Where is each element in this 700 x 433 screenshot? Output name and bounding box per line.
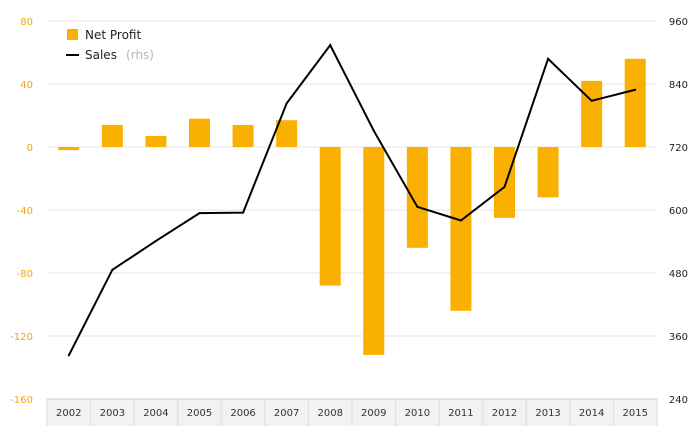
bar-net-profit-2005: [189, 118, 210, 147]
sales-point-2007: [285, 102, 288, 105]
x-tick-label: 2008: [317, 408, 342, 419]
legend-label-sales-suffix: (rhs): [126, 48, 154, 62]
x-tick-label: 2015: [622, 408, 647, 419]
net-profit-bars: [58, 58, 646, 355]
sales-point-2013: [547, 57, 550, 60]
y-axis-left-ticks: 80 40 0 -40 -80 -120 -160: [10, 17, 33, 406]
y-left-tick-label: 40: [20, 80, 33, 91]
legend-swatch-net-profit: [67, 29, 78, 40]
sales-point-2004: [154, 239, 157, 242]
y-left-tick-label: -80: [17, 269, 33, 280]
y-right-tick-label: 600: [669, 206, 688, 217]
x-tick-label: 2013: [535, 408, 560, 419]
sales-point-2008: [329, 44, 332, 47]
y-right-tick-label: 840: [669, 80, 688, 91]
x-axis-ticks: 2002 2003 2004 2005 2006 2007 2008 2009 2010 2011…: [56, 408, 648, 419]
sales-point-2012: [503, 185, 506, 188]
x-tick-label: 2002: [56, 408, 81, 419]
bar-net-profit-2013: [537, 147, 559, 198]
sales-point-2009: [372, 129, 375, 132]
y-right-tick-label: 360: [669, 332, 688, 343]
y-axis-right-ticks: 960 840 720 600 480 360 240: [669, 17, 688, 406]
bar-net-profit-2007: [276, 120, 298, 147]
bar-net-profit-2003: [101, 124, 123, 147]
legend-label-net-profit: Net Profit: [85, 28, 141, 42]
x-tick-label: 2010: [405, 408, 430, 419]
sales-point-2002: [67, 354, 70, 357]
x-tick-label: 2014: [579, 408, 604, 419]
legend-label-sales-name: Sales: [85, 48, 117, 62]
x-tick-label: 2006: [230, 408, 255, 419]
bar-net-profit-2004: [145, 135, 167, 147]
x-tick-label: 2011: [448, 408, 473, 419]
x-axis: [46, 398, 658, 426]
y-left-tick-label: -160: [10, 395, 33, 406]
y-left-tick-label: 0: [27, 143, 33, 154]
y-right-tick-label: 240: [669, 395, 688, 406]
y-left-tick-label: 80: [20, 17, 33, 28]
bar-net-profit-2010: [406, 147, 428, 248]
x-tick-label: 2009: [361, 408, 386, 419]
sales-line-layer: [67, 43, 637, 357]
sales-point-2005: [198, 212, 201, 215]
y-left-tick-label: -40: [17, 206, 33, 217]
legend-label-sales: Sales (rhs): [85, 44, 154, 63]
x-tick-label: 2004: [143, 408, 168, 419]
bar-net-profit-2012: [494, 147, 515, 218]
bar-net-profit-2011: [450, 147, 472, 311]
y-right-tick-label: 720: [669, 143, 688, 154]
bar-net-profit-2009: [363, 147, 385, 355]
x-tick-label: 2005: [187, 408, 212, 419]
legend: Net Profit Sales (rhs): [66, 28, 154, 63]
gridlines: [47, 20, 657, 337]
y-right-tick-label: 480: [669, 269, 688, 280]
sales-point-2003: [111, 268, 114, 271]
sales-point-2015: [634, 88, 637, 91]
bar-net-profit-2008: [319, 147, 341, 286]
x-tick-label: 2003: [100, 408, 125, 419]
sales-line: [67, 43, 636, 356]
bar-net-profit-2006: [232, 124, 254, 147]
bar-net-profit-2015: [624, 58, 646, 147]
y-left-tick-label: -120: [10, 332, 33, 343]
bar-net-profit-2014: [581, 80, 603, 147]
y-right-tick-label: 960: [669, 17, 688, 28]
sales-point-2011: [459, 219, 462, 222]
sales-point-2010: [416, 205, 419, 208]
x-tick-label: 2012: [492, 408, 517, 419]
x-tick-label: 2007: [274, 408, 299, 419]
sales-point-2006: [242, 211, 245, 214]
sales-point-2014: [590, 99, 593, 102]
bar-net-profit-2002: [58, 147, 80, 151]
